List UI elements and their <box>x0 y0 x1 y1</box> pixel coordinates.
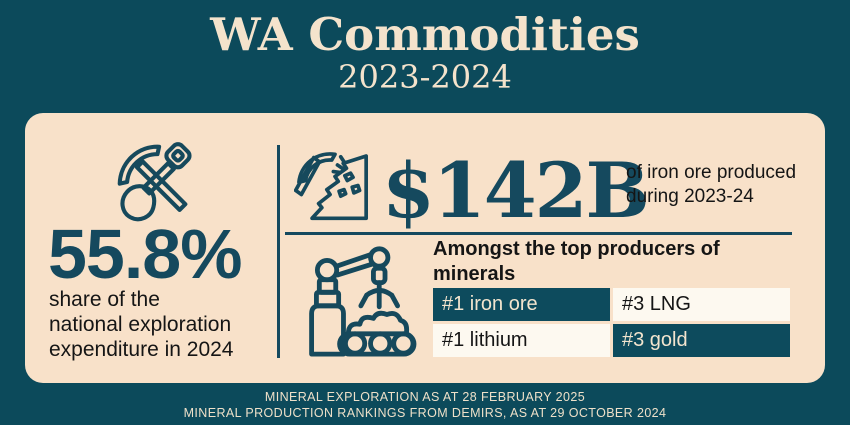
iron-ore-value: $142B <box>382 146 650 235</box>
horizontal-divider <box>285 232 792 235</box>
exploration-caption-line2: national exploration <box>49 312 232 336</box>
exploration-share-caption: share of the national exploration expend… <box>49 288 269 362</box>
page-subtitle: 2023-2024 <box>338 58 512 96</box>
rank-cell-gold: #3 gold <box>613 324 790 357</box>
footnote-production: MINERAL PRODUCTION RANKINGS FROM DEMIRS,… <box>183 406 667 420</box>
rank-cell-lng: #3 LNG <box>613 288 790 321</box>
pickaxe-rock-icon <box>294 143 376 228</box>
producers-heading-line1: Amongst the top producers of minerals <box>433 238 720 285</box>
vertical-divider <box>277 145 280 358</box>
iron-ore-caption: of iron ore produced during 2023-24 <box>626 161 816 209</box>
exploration-caption-line3: expenditure in 2024 <box>49 337 234 361</box>
exploration-caption-line1: share of the <box>49 288 160 311</box>
pickaxe-shovel-icon <box>113 141 197 223</box>
rankings-table: #1 iron ore #3 LNG #1 lithium #3 gold <box>433 288 790 357</box>
rank-cell-iron-ore: #1 iron ore <box>433 288 610 321</box>
page-title: WA Commodities <box>210 8 640 61</box>
rank-cell-lithium: #1 lithium <box>433 324 610 357</box>
exploration-share-value: 55.8% <box>48 215 242 293</box>
footnote-exploration: MINERAL EXPLORATION AS AT 28 FEBRUARY 20… <box>264 390 586 404</box>
iron-ore-caption-line1: of iron ore produced <box>626 162 797 183</box>
stats-panel: 55.8% share of the national exploration … <box>25 113 825 383</box>
excavator-claw-icon <box>297 244 417 358</box>
iron-ore-caption-line2: during 2023-24 <box>626 185 754 207</box>
